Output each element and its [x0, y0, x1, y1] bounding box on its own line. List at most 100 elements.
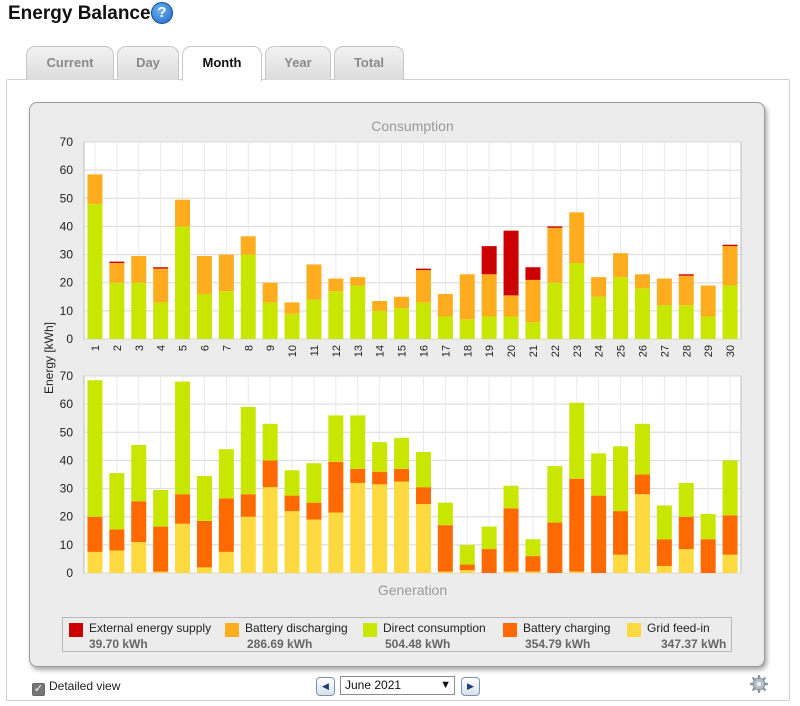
tab-total[interactable]: Total — [334, 46, 404, 80]
bar-segment — [678, 275, 694, 306]
bar-segment — [569, 212, 585, 264]
bar-segment — [459, 319, 475, 339]
bar-segment — [613, 554, 629, 573]
bar-segment — [591, 277, 607, 297]
bar-segment — [109, 529, 125, 551]
bar-segment — [372, 301, 388, 311]
bar-segment — [284, 470, 300, 496]
previous-period-button[interactable]: ◀ — [316, 677, 335, 696]
bar-segment — [87, 516, 103, 552]
y-axis-label: Energy [kWh] — [42, 322, 56, 394]
bar-segment — [350, 285, 366, 339]
legend-swatch-battery-discharging — [225, 623, 239, 637]
x-tick-label: 18 — [462, 345, 474, 357]
bar-segment — [722, 554, 738, 573]
bar-segment — [569, 571, 585, 573]
x-tick-label: 10 — [287, 345, 299, 357]
bar-segment — [547, 282, 563, 339]
bar-segment — [131, 444, 147, 502]
bar-segment — [678, 305, 694, 339]
bar-segment — [218, 254, 234, 292]
bar-segment — [722, 244, 738, 247]
bar-segment — [634, 423, 650, 475]
bar-segment — [262, 460, 278, 488]
x-tick-label: 15 — [397, 345, 409, 357]
bar-segment — [372, 471, 388, 485]
y-tick-label: 50 — [60, 191, 74, 205]
bar-segment — [394, 468, 410, 482]
tab-year[interactable]: Year — [265, 46, 331, 80]
bar-segment — [459, 544, 475, 565]
bar-segment — [328, 291, 344, 339]
detailed-view-checkbox[interactable]: ✓ — [32, 683, 45, 696]
x-tick-label: 30 — [725, 345, 737, 357]
chart-title: Generation — [378, 582, 447, 598]
bar-segment — [394, 481, 410, 573]
bar-segment — [87, 380, 103, 517]
bar-segment — [547, 522, 563, 573]
bar-segment — [109, 263, 125, 283]
bar-segment — [350, 415, 366, 469]
bar-segment — [569, 263, 585, 339]
legend-label: Grid feed-in — [647, 621, 710, 635]
x-tick-label: 11 — [309, 345, 321, 356]
tab-month[interactable]: Month — [182, 46, 262, 81]
y-tick-label: 60 — [60, 163, 74, 177]
bar-segment — [547, 226, 563, 228]
x-tick-label: 26 — [637, 345, 649, 357]
bar-segment — [196, 475, 212, 521]
bar-segment — [153, 526, 169, 572]
bar-segment — [328, 461, 344, 513]
bar-segment — [240, 236, 256, 255]
bar-segment — [525, 279, 541, 323]
period-select-value: June 2021 — [345, 678, 402, 692]
bar-segment — [700, 539, 716, 573]
next-period-button[interactable]: ▶ — [461, 677, 480, 696]
x-tick-label: 16 — [418, 345, 430, 357]
legend-item-battery-discharging: Battery discharging 286.69 kWh — [219, 618, 354, 653]
bar-segment — [394, 437, 410, 469]
y-tick-label: 10 — [60, 538, 74, 552]
tab-current[interactable]: Current — [26, 46, 114, 80]
bar-segment — [459, 274, 475, 320]
x-tick-label: 4 — [156, 345, 168, 351]
bar-segment — [503, 571, 519, 573]
bar-segment — [284, 313, 300, 339]
bar-segment — [153, 268, 169, 303]
bar-segment — [591, 296, 607, 339]
bar-segment — [240, 494, 256, 517]
gear-icon[interactable] — [750, 675, 768, 693]
bar-segment — [569, 478, 585, 572]
bar-segment — [459, 570, 475, 573]
bar-segment — [503, 485, 519, 509]
legend-swatch-external — [69, 623, 83, 637]
bar-segment — [262, 423, 278, 461]
bar-segment — [131, 542, 147, 573]
bar-segment — [284, 302, 300, 314]
bar-segment — [503, 230, 519, 296]
bar-segment — [481, 549, 497, 573]
x-tick-label: 9 — [265, 345, 277, 351]
bar-segment — [153, 302, 169, 339]
bar-segment — [547, 466, 563, 523]
bar-segment — [525, 267, 541, 280]
bar-segment — [87, 174, 103, 204]
legend-value: 286.69 kWh — [247, 637, 313, 651]
bar-segment — [656, 565, 672, 573]
bar-segment — [415, 270, 431, 303]
bar-segment — [109, 550, 125, 573]
tab-day[interactable]: Day — [117, 46, 179, 80]
bar-segment — [415, 451, 431, 488]
period-select[interactable]: June 2021 ▼ — [340, 676, 455, 695]
y-tick-label: 50 — [60, 425, 74, 439]
help-icon[interactable]: ? — [151, 2, 173, 24]
bar-segment — [525, 571, 541, 573]
plot-area — [83, 375, 742, 574]
x-tick-label: 17 — [440, 345, 452, 357]
bar-segment — [547, 227, 563, 283]
bar-segment — [415, 487, 431, 505]
detailed-view-toggle[interactable]: ✓ Detailed view — [32, 679, 120, 696]
bar-segment — [656, 278, 672, 306]
bar-segment — [175, 381, 191, 495]
